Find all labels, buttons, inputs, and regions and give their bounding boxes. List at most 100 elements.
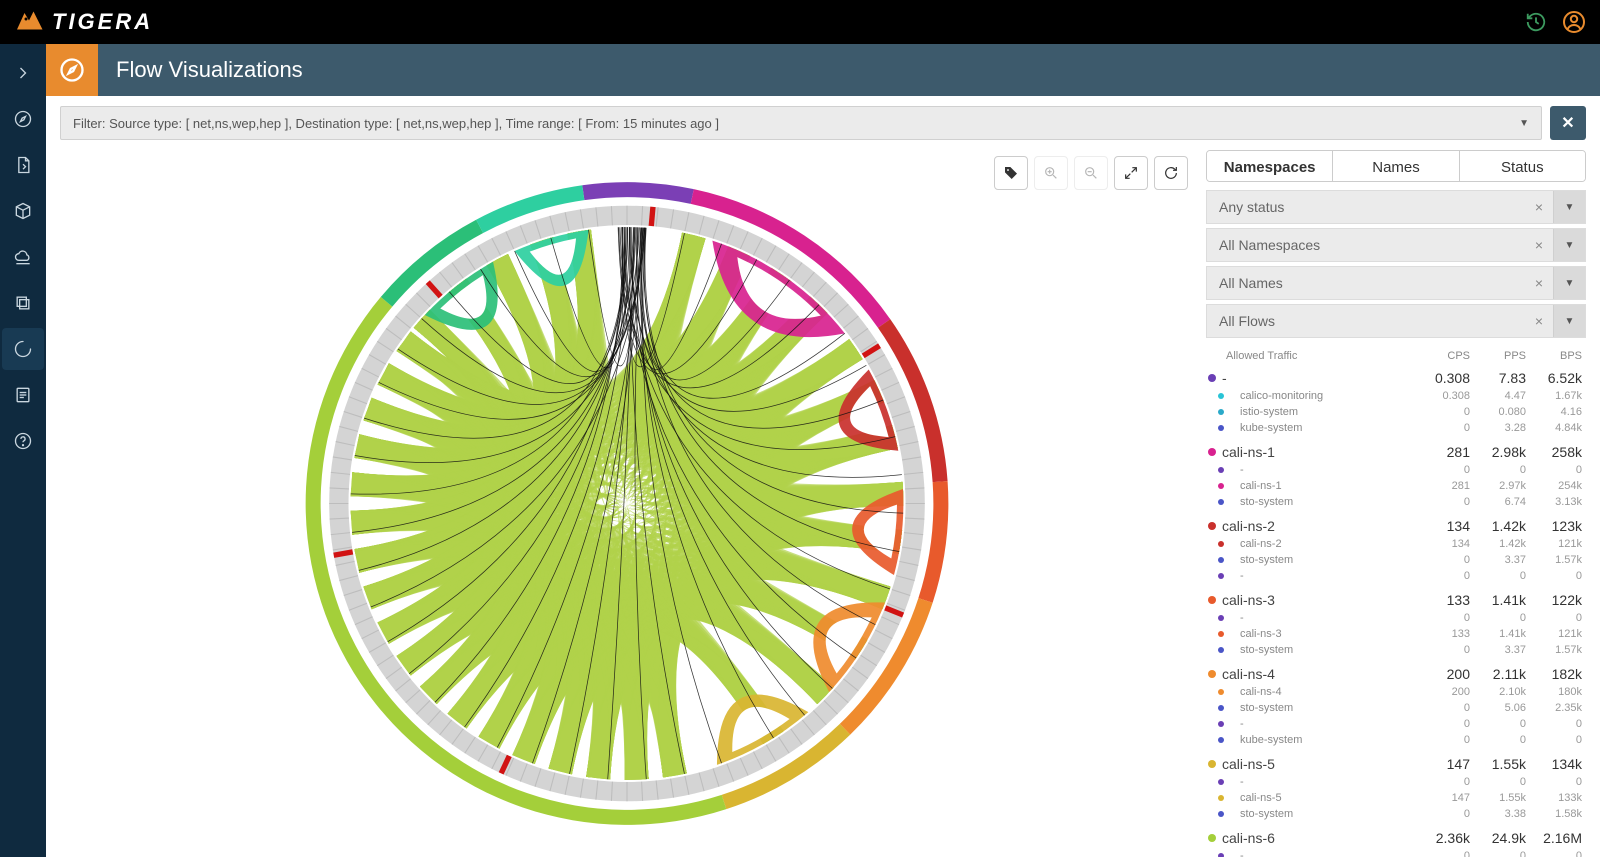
traffic-row[interactable]: cali-ns-51471.55k134k (1206, 754, 1586, 774)
selector-clear-icon[interactable]: × (1525, 275, 1553, 291)
filter-row: Filter: Source type: [ net,ns,wep,hep ],… (46, 96, 1600, 140)
expand-button[interactable] (1114, 156, 1148, 190)
traffic-group: -0.3087.836.52kcalico-monitoring0.3084.4… (1206, 368, 1586, 436)
selector-caret-icon[interactable]: ▼ (1553, 191, 1585, 223)
selector[interactable]: All Names×▼ (1206, 266, 1586, 300)
tag-button[interactable] (994, 156, 1028, 190)
selector-caret-icon[interactable]: ▼ (1553, 229, 1585, 261)
traffic-name: - (1230, 464, 1414, 476)
refresh-button[interactable] (1154, 156, 1188, 190)
color-dot (1218, 425, 1224, 431)
filter-input[interactable]: Filter: Source type: [ net,ns,wep,hep ],… (60, 106, 1542, 140)
topbar: TIGERA (0, 0, 1600, 44)
selector-clear-icon[interactable]: × (1525, 313, 1553, 329)
traffic-row-child[interactable]: -000 (1206, 774, 1586, 790)
traffic-row-child[interactable]: cali-ns-31331.41k121k (1206, 626, 1586, 642)
traffic-name: cali-ns-5 (1222, 756, 1414, 772)
traffic-name: sto-system (1230, 496, 1414, 508)
viz-area (60, 150, 1194, 857)
traffic-row-child[interactable]: cali-ns-12812.97k254k (1206, 478, 1586, 494)
traffic-row[interactable]: cali-ns-21341.42k123k (1206, 516, 1586, 536)
selectors: Any status×▼ All Namespaces×▼ All Names×▼ A… (1206, 190, 1586, 338)
traffic-header: Allowed TrafficCPSPPSBPS (1206, 346, 1586, 368)
selector-label: All Flows (1207, 313, 1525, 329)
color-dot (1218, 811, 1224, 817)
brand-logo-icon (14, 7, 44, 37)
selector[interactable]: Any status×▼ (1206, 190, 1586, 224)
color-dot (1218, 393, 1224, 399)
nav-cube-icon[interactable] (2, 190, 44, 232)
traffic-row-child[interactable]: -000 (1206, 848, 1586, 857)
traffic-row-child[interactable]: sto-system03.381.58k (1206, 806, 1586, 822)
nav-list-icon[interactable] (2, 374, 44, 416)
traffic-row[interactable]: -0.3087.836.52k (1206, 368, 1586, 388)
traffic-group: cali-ns-51471.55k134k-000cali-ns-51471.5… (1206, 754, 1586, 822)
nav-cloud-icon[interactable] (2, 236, 44, 278)
tab-names[interactable]: Names (1332, 151, 1458, 181)
traffic-name: kube-system (1230, 734, 1414, 746)
left-nav (0, 44, 46, 857)
traffic-name: cali-ns-4 (1222, 666, 1414, 682)
traffic-row-child[interactable]: sto-system05.062.35k (1206, 700, 1586, 716)
traffic-row[interactable]: cali-ns-42002.11k182k (1206, 664, 1586, 684)
selector-clear-icon[interactable]: × (1525, 237, 1553, 253)
selector[interactable]: All Flows×▼ (1206, 304, 1586, 338)
traffic-row-child[interactable]: sto-system03.371.57k (1206, 552, 1586, 568)
filter-caret-icon[interactable]: ▼ (1519, 118, 1529, 129)
traffic-name: istio-system (1230, 406, 1414, 418)
traffic-group: cali-ns-62.36k24.9k2.16M-000cali-ns-0413… (1206, 828, 1586, 857)
color-dot (1218, 689, 1224, 695)
color-dot (1208, 448, 1216, 456)
selector-caret-icon[interactable]: ▼ (1553, 267, 1585, 299)
zoom-out-button (1074, 156, 1108, 190)
nav-copy-icon[interactable] (2, 282, 44, 324)
traffic-row-child[interactable]: -000 (1206, 462, 1586, 478)
color-dot (1218, 737, 1224, 743)
traffic-row[interactable]: cali-ns-62.36k24.9k2.16M (1206, 828, 1586, 848)
traffic-row-child[interactable]: -000 (1206, 610, 1586, 626)
traffic-row-child[interactable]: kube-system000 (1206, 732, 1586, 748)
nav-loading-icon[interactable] (2, 328, 44, 370)
traffic-name: sto-system (1230, 808, 1414, 820)
traffic-name: sto-system (1230, 644, 1414, 656)
traffic-row[interactable]: cali-ns-31331.41k122k (1206, 590, 1586, 610)
user-icon[interactable] (1562, 10, 1586, 34)
selector[interactable]: All Namespaces×▼ (1206, 228, 1586, 262)
traffic-row[interactable]: cali-ns-12812.98k258k (1206, 442, 1586, 462)
topbar-actions (1524, 10, 1586, 34)
traffic-name: cali-ns-2 (1230, 538, 1414, 550)
brand-name: TIGERA (52, 9, 153, 35)
traffic-row-child[interactable]: cali-ns-42002.10k180k (1206, 684, 1586, 700)
history-icon[interactable] (1524, 10, 1548, 34)
traffic-group: cali-ns-21341.42k123kcali-ns-21341.42k12… (1206, 516, 1586, 584)
selector-clear-icon[interactable]: × (1525, 199, 1553, 215)
nav-document-icon[interactable] (2, 144, 44, 186)
traffic-row-child[interactable]: sto-system03.371.57k (1206, 642, 1586, 658)
nav-compass-icon[interactable] (2, 98, 44, 140)
zoom-in-button (1034, 156, 1068, 190)
traffic-row-child[interactable]: cali-ns-51471.55k133k (1206, 790, 1586, 806)
selector-caret-icon[interactable]: ▼ (1553, 305, 1585, 337)
nav-expand[interactable] (2, 52, 44, 94)
color-dot (1218, 499, 1224, 505)
chord-diagram[interactable] (60, 150, 1194, 857)
traffic-row-child[interactable]: kube-system03.284.84k (1206, 420, 1586, 436)
traffic-header-name: Allowed Traffic (1226, 350, 1414, 362)
traffic-row-child[interactable]: -000 (1206, 716, 1586, 732)
traffic-name: - (1230, 612, 1414, 624)
traffic-row-child[interactable]: sto-system06.743.13k (1206, 494, 1586, 510)
tab-namespaces[interactable]: Namespaces (1207, 151, 1332, 181)
traffic-name: cali-ns-6 (1222, 830, 1414, 846)
traffic-row-child[interactable]: cali-ns-21341.42k121k (1206, 536, 1586, 552)
tab-status[interactable]: Status (1459, 151, 1585, 181)
color-dot (1218, 853, 1224, 857)
traffic-name: - (1230, 718, 1414, 730)
traffic-row-child[interactable]: calico-monitoring0.3084.471.67k (1206, 388, 1586, 404)
traffic-name: cali-ns-5 (1230, 792, 1414, 804)
traffic-row-child[interactable]: istio-system00.0804.16 (1206, 404, 1586, 420)
viz-toolbar (994, 156, 1188, 190)
nav-help-icon[interactable] (2, 420, 44, 462)
filter-clear-button[interactable]: ✕ (1550, 106, 1586, 140)
traffic-name: cali-ns-1 (1230, 480, 1414, 492)
traffic-row-child[interactable]: -000 (1206, 568, 1586, 584)
